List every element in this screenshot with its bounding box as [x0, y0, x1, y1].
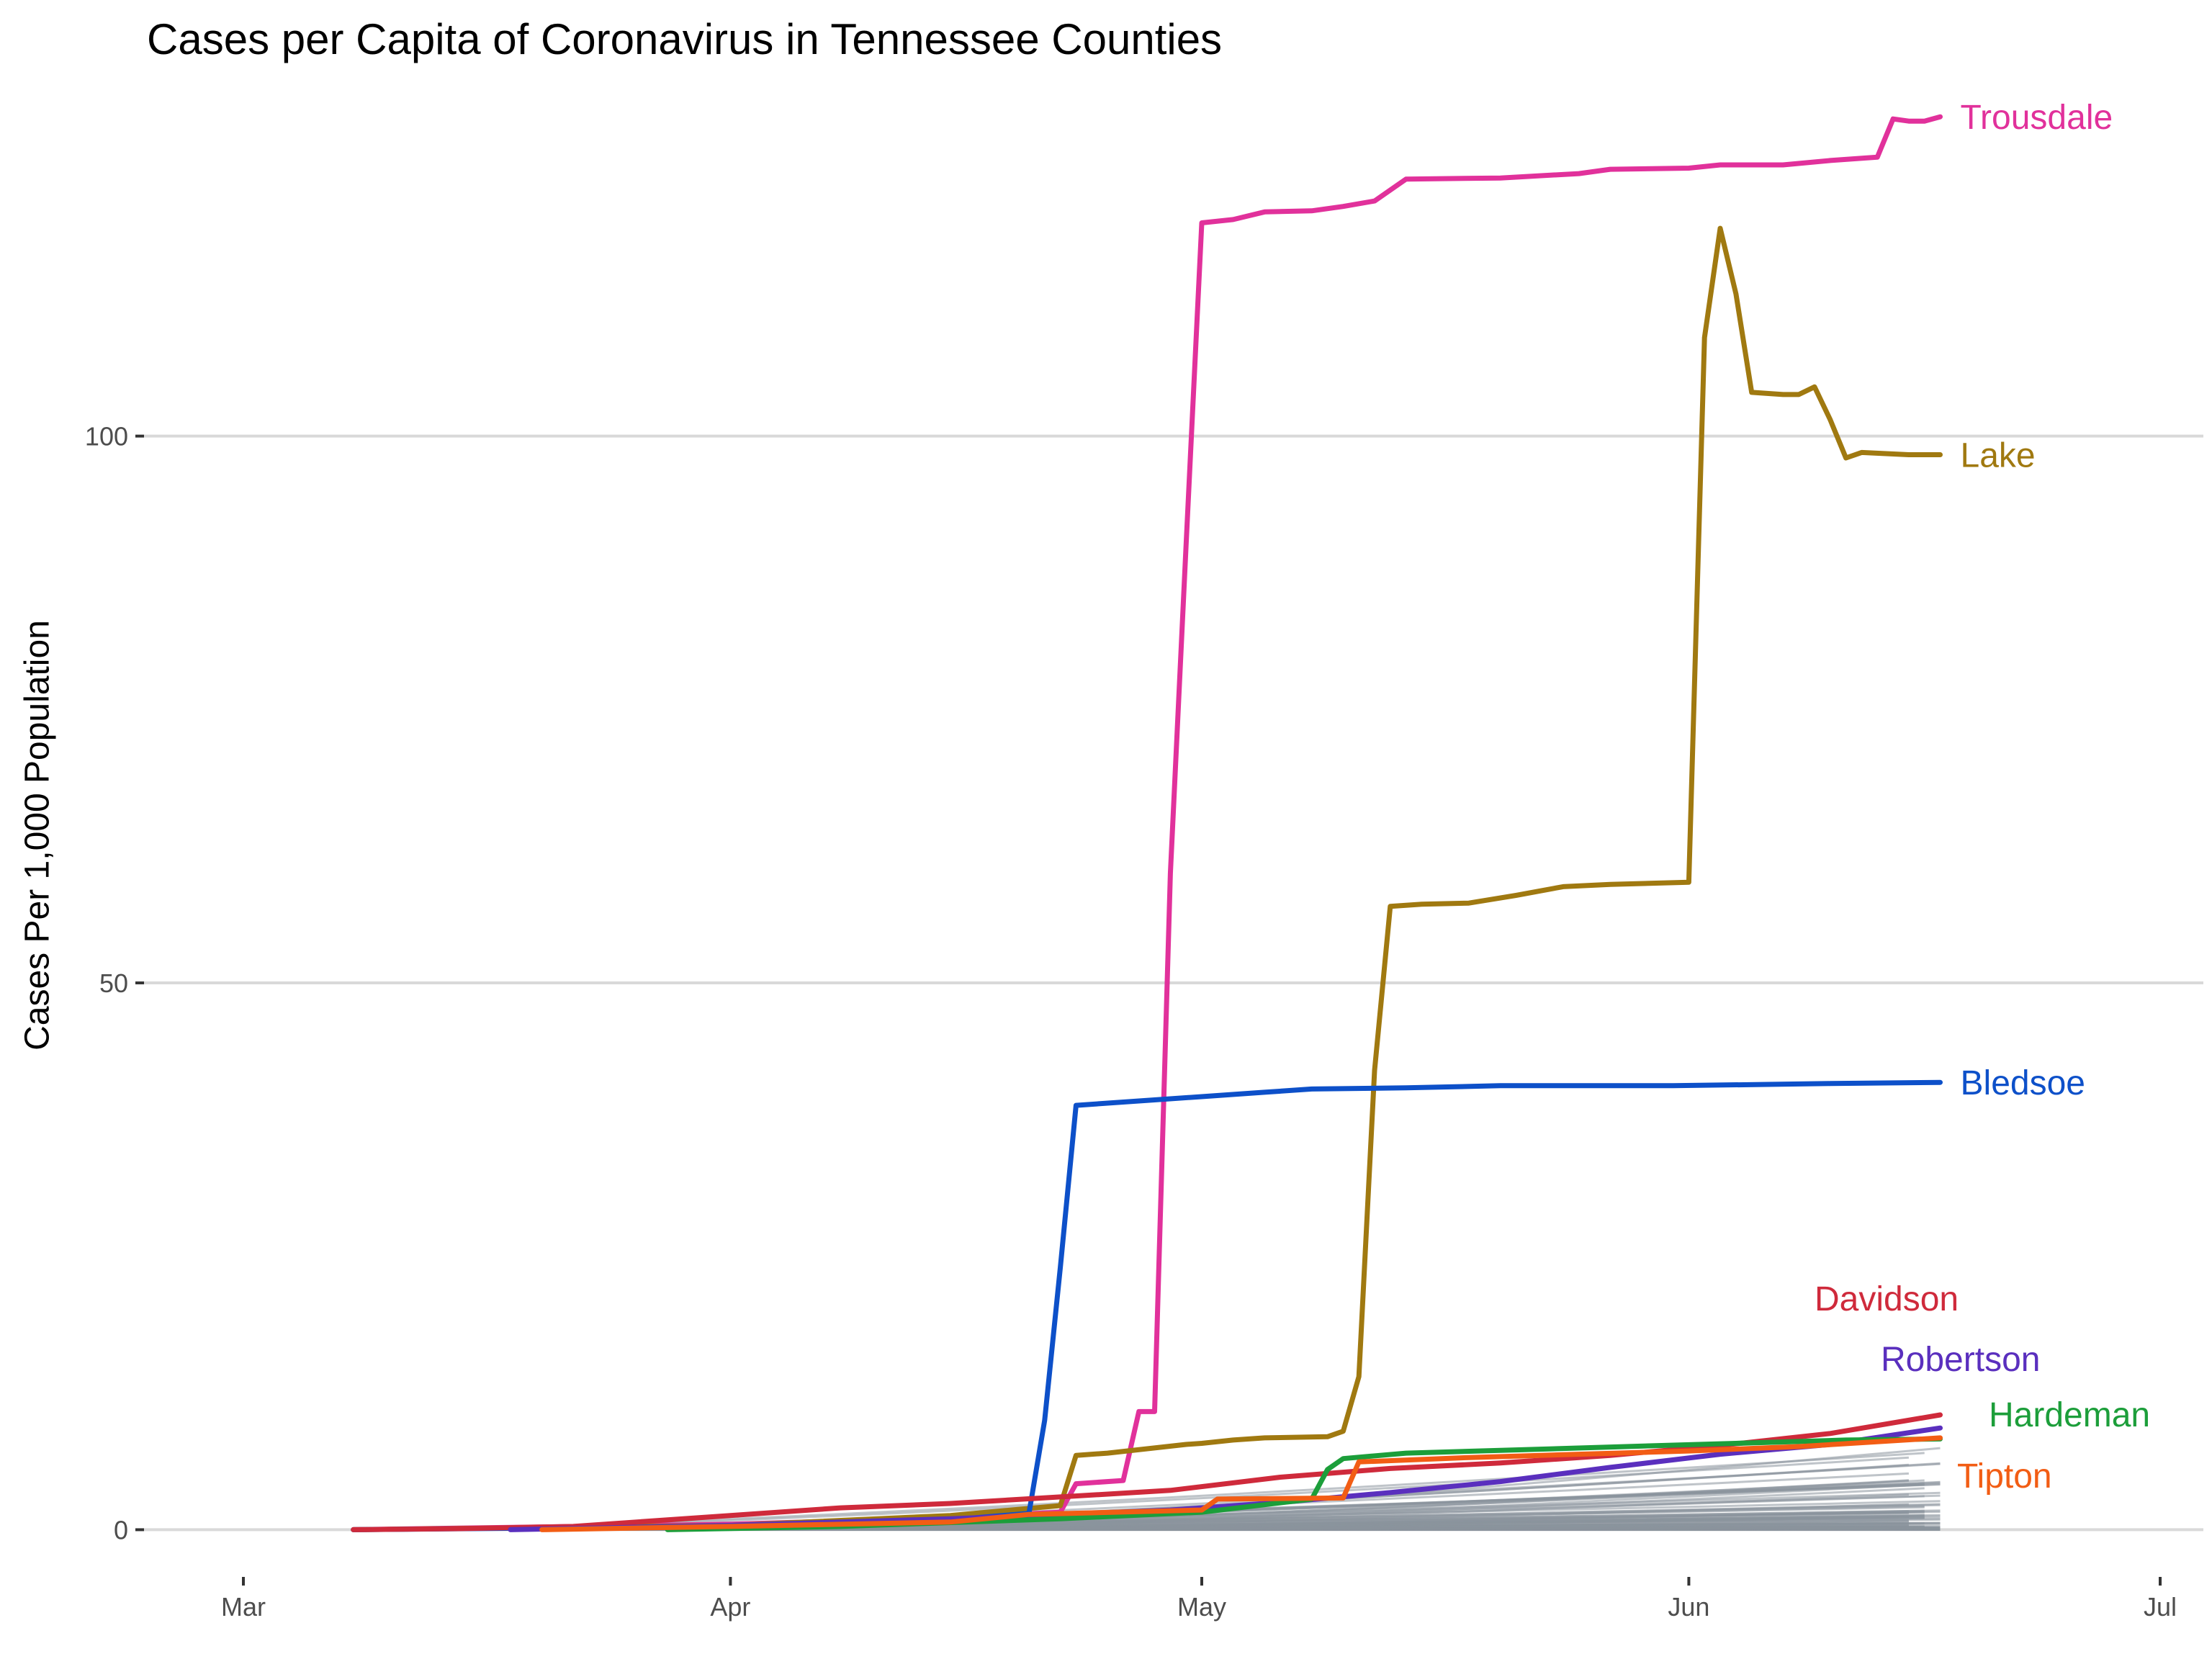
- series-label-trousdale: Trousdale: [1961, 99, 2113, 137]
- series-line-hardeman: [665, 1436, 1943, 1532]
- county-labels: Trousdale Lake Bledsoe Davidson Robertson Har…: [1815, 99, 2150, 1496]
- series-label-tipton: Tipton: [1957, 1457, 2052, 1496]
- series-line-trousdale: [351, 114, 1943, 1532]
- y-tick-label: 100: [85, 422, 128, 451]
- y-tick-label: 0: [114, 1515, 128, 1545]
- axis-layer: 0 50 100 Mar Apr May Jun Jul: [85, 422, 2177, 1622]
- series-label-lake: Lake: [1961, 436, 2036, 475]
- series-line-bledsoe: [351, 1079, 1943, 1532]
- x-tick-label: Apr: [710, 1592, 750, 1622]
- series-label-davidson: Davidson: [1815, 1280, 1959, 1318]
- x-tick-label: Jul: [2144, 1592, 2177, 1622]
- x-tick-label: Jun: [1668, 1592, 1709, 1622]
- series-label-hardeman: Hardeman: [1989, 1396, 2150, 1434]
- series-line-robertson: [508, 1425, 1943, 1532]
- series-label-robertson: Robertson: [1881, 1341, 2040, 1379]
- chart-title: Cases per Capita of Coronavirus in Tenne…: [147, 15, 1223, 63]
- y-tick-label: 50: [99, 968, 128, 998]
- x-tick-label: Mar: [221, 1592, 266, 1622]
- x-tick-label: May: [1177, 1592, 1226, 1622]
- background-county-line: [447, 1456, 1909, 1531]
- series-line-tipton: [539, 1435, 1943, 1532]
- series-line-lake: [351, 225, 1943, 1532]
- highlighted-county-lines: [351, 114, 1943, 1532]
- series-label-bledsoe: Bledsoe: [1961, 1064, 2085, 1102]
